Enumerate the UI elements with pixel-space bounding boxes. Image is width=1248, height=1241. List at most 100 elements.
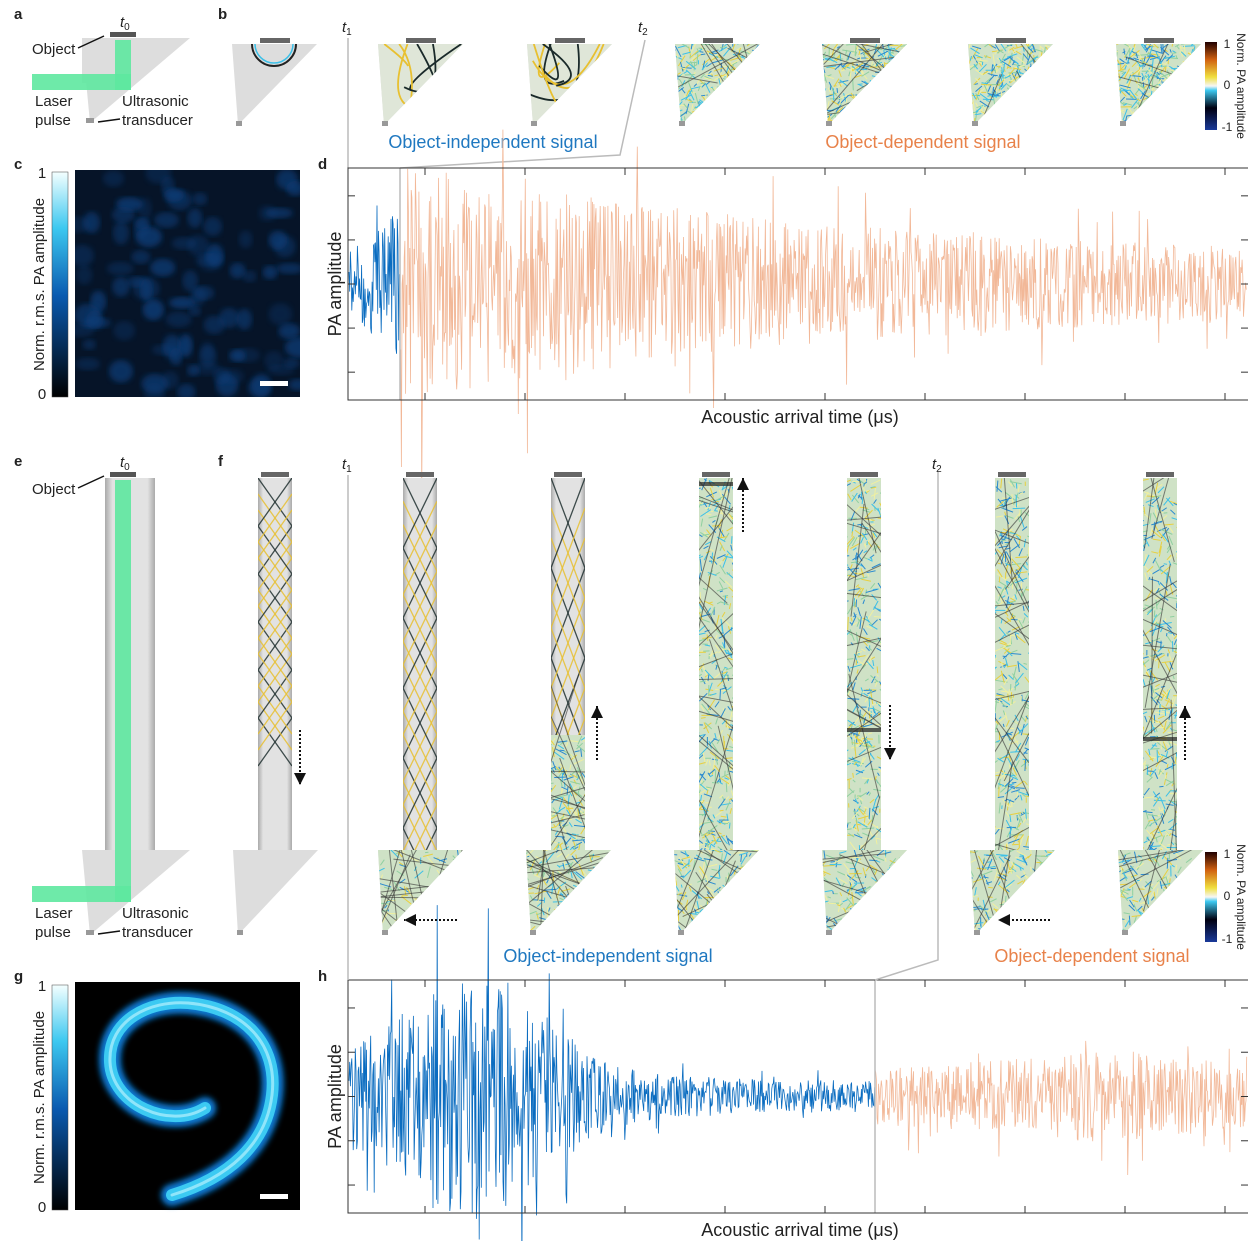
speckle [870, 486, 877, 489]
speckle [755, 862, 759, 865]
wavefront [551, 507, 585, 779]
speckle [996, 694, 1006, 697]
speckle [1107, 914, 1117, 919]
speckle [704, 629, 710, 633]
speckle [1161, 122, 1174, 125]
colorbar-tick: -1 [1222, 932, 1233, 946]
speckle [902, 91, 907, 95]
speckle [860, 904, 866, 917]
speckle [1192, 74, 1198, 80]
wavefront [537, 44, 561, 78]
cell [165, 311, 192, 328]
speckle [743, 105, 751, 115]
speckle [1183, 101, 1188, 106]
speckle [860, 800, 863, 805]
speckle [1000, 685, 1011, 695]
wavefront [551, 794, 585, 847]
wavefront [675, 70, 718, 84]
speckle [530, 925, 536, 931]
speckle [707, 937, 710, 938]
time-symbol: t [120, 14, 125, 31]
speckle [746, 100, 753, 106]
speckle [1041, 901, 1047, 904]
speckle [1188, 118, 1201, 122]
speckle [745, 114, 747, 122]
speckle [1030, 93, 1034, 98]
speckle [846, 44, 855, 46]
speckle [876, 101, 881, 104]
speckle [862, 654, 870, 663]
speckle [1194, 128, 1198, 138]
wavefront [847, 728, 881, 732]
speckle [734, 896, 745, 905]
speckle [988, 44, 993, 48]
cell [75, 216, 90, 233]
speckle [870, 691, 874, 705]
speckle [526, 850, 535, 858]
panel-label: d [318, 156, 327, 173]
speckle [730, 62, 735, 71]
speckle [690, 44, 694, 50]
speckle [911, 63, 919, 66]
speckle [1001, 539, 1007, 542]
speckle [860, 902, 864, 912]
speckle [1116, 100, 1117, 111]
speckle [822, 115, 825, 125]
speckle [1009, 850, 1017, 853]
speckle [691, 44, 695, 46]
speckle [994, 103, 1004, 110]
speckle [1034, 938, 1040, 945]
speckle [703, 722, 710, 734]
speckle [379, 859, 385, 866]
speckle [1013, 538, 1021, 549]
speckle [1156, 504, 1160, 511]
speckle [762, 72, 770, 75]
speckle [1172, 102, 1175, 109]
speckle [1191, 933, 1203, 935]
speckle [903, 93, 907, 98]
speckle [552, 761, 557, 771]
speckle [875, 702, 881, 708]
speckle [764, 114, 771, 121]
speckle [1195, 56, 1201, 66]
speckle [750, 874, 759, 877]
speckle [697, 908, 704, 914]
speckle [1018, 619, 1024, 629]
wavefront [699, 616, 733, 668]
speckle [1149, 513, 1152, 524]
speckle [732, 715, 733, 717]
speckle [836, 120, 839, 125]
speckle [849, 788, 855, 794]
speckle [862, 485, 866, 492]
speckle [1024, 855, 1030, 861]
speckle [702, 587, 708, 591]
speckle [878, 768, 881, 773]
speckle [855, 817, 858, 823]
speckle [1056, 47, 1057, 50]
waveform [348, 905, 876, 1241]
cell [113, 320, 136, 341]
speckle [1198, 126, 1206, 133]
speckle [725, 123, 736, 125]
speckle [1025, 912, 1030, 917]
speckle [1161, 82, 1165, 87]
speckle [879, 641, 881, 644]
speckle [1040, 899, 1044, 908]
speckle [1051, 83, 1053, 91]
speckle [873, 708, 881, 713]
speckle [893, 875, 896, 879]
speckle [1025, 115, 1029, 121]
speckle [680, 884, 683, 888]
wavefront [526, 929, 611, 935]
speckle [1166, 635, 1172, 643]
speckle [533, 874, 542, 879]
speckle [716, 587, 728, 592]
speckle [716, 614, 720, 626]
speckle [551, 765, 552, 767]
time-symbol: t [638, 19, 643, 36]
speckle [1151, 896, 1155, 901]
speckle [1035, 123, 1039, 125]
speckle [605, 924, 609, 930]
speckle [546, 925, 549, 931]
speckle [699, 608, 702, 611]
